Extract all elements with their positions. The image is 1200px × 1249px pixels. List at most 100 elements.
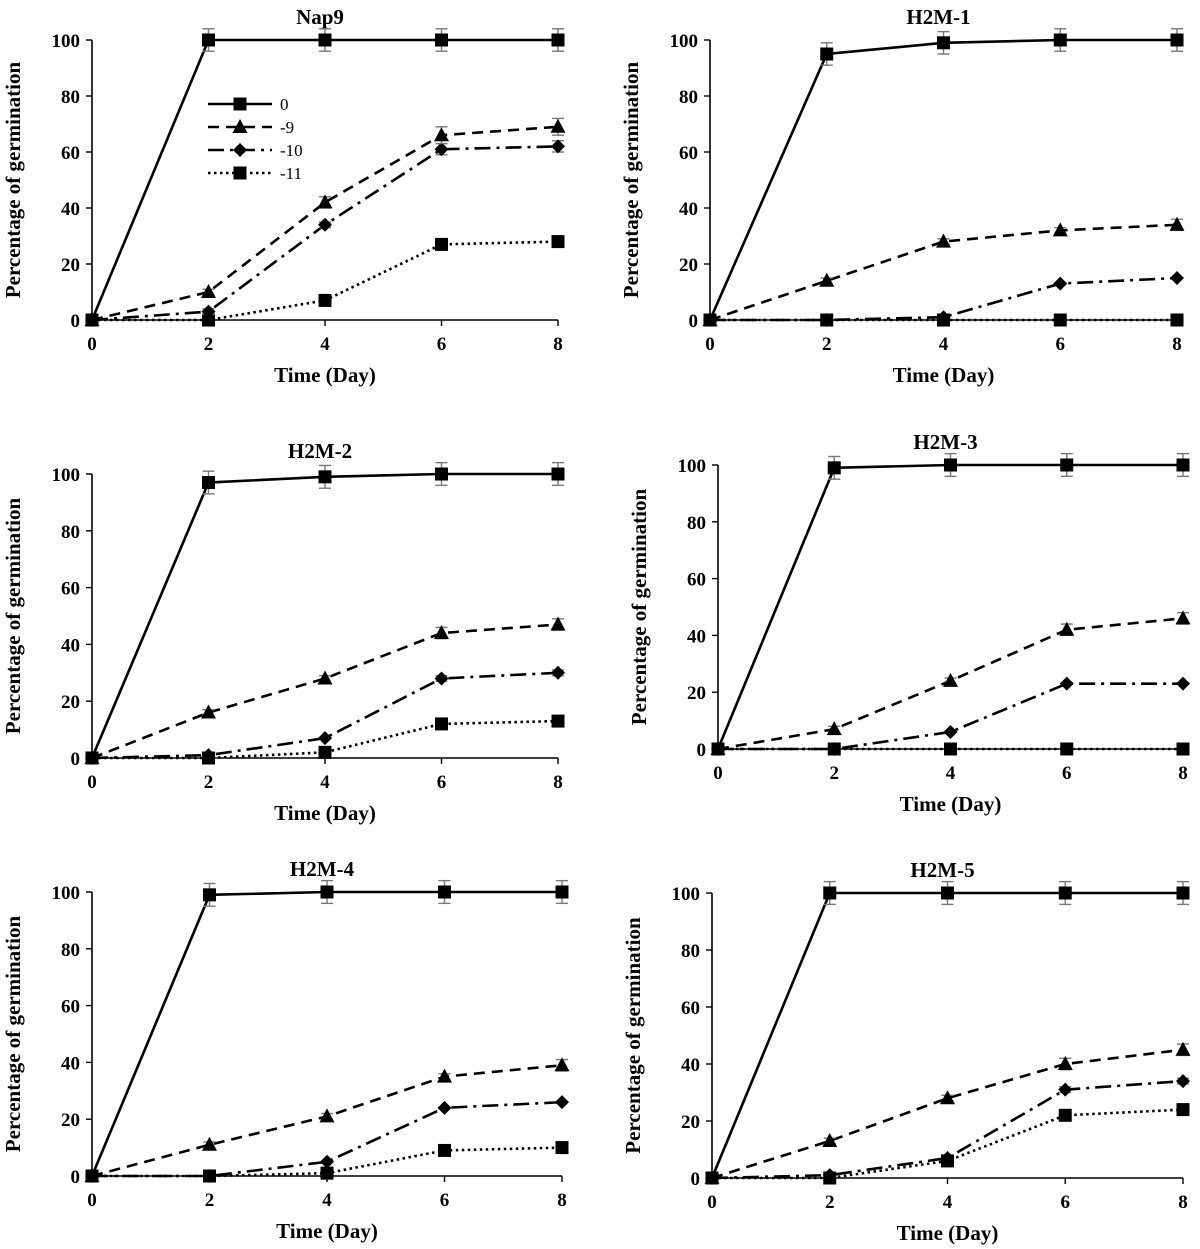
data-point (940, 1090, 955, 1105)
x-tick-label: 0 (707, 1192, 717, 1213)
legend-label: 0 (280, 95, 289, 114)
y-axis-label: Percentage of germination (619, 61, 643, 298)
data-point (438, 1143, 451, 1157)
data-point (827, 742, 842, 756)
series-1 (703, 28, 1184, 327)
y-tick-label: 100 (52, 31, 81, 52)
data-point (201, 304, 216, 319)
y-tick-label: 0 (689, 311, 699, 332)
chart-title: H2M-1 (906, 5, 970, 29)
data-point (1059, 621, 1075, 636)
series-line (91, 125, 559, 322)
y-tick-label: 60 (687, 570, 706, 591)
x-tick-label: 0 (705, 334, 715, 355)
y-tick-label: 40 (61, 1053, 80, 1074)
legend-label: -11 (280, 164, 302, 183)
data-point (317, 194, 333, 209)
x-tick-label: 2 (825, 1192, 835, 1213)
x-tick-label: 8 (1178, 763, 1188, 784)
series-line (711, 1079, 1184, 1180)
chart-title: H2M-2 (288, 439, 352, 463)
x-tick-label: 6 (440, 1190, 450, 1211)
y-axis-label: Percentage of germination (1, 915, 25, 1152)
x-tick-label: 6 (1056, 334, 1066, 355)
x-tick-label: 4 (943, 1192, 953, 1213)
data-point (943, 672, 958, 687)
x-tick-label: 2 (830, 763, 840, 784)
data-point (201, 748, 216, 763)
y-tick-label: 80 (679, 87, 698, 108)
data-point (320, 1154, 334, 1169)
series-1 (85, 461, 565, 765)
x-axis-label: Time (Day) (900, 792, 1002, 816)
data-point (1060, 742, 1074, 756)
x-tick-label: 6 (437, 772, 447, 793)
data-point (555, 1141, 569, 1155)
y-axis-label: Percentage of germination (621, 917, 645, 1154)
chart-panel: 0 20 40 60 80 100 0 2 4 6 8 H2M-1 Time (Day) Percenta… (619, 5, 1185, 387)
series-line (90, 472, 558, 759)
legend-marker (233, 97, 247, 111)
series-line (711, 1048, 1184, 1180)
data-point (203, 888, 216, 902)
data-point (822, 1168, 837, 1183)
data-point (1176, 458, 1190, 472)
y-tick-label: 80 (61, 87, 80, 108)
x-axis-label: Time (Day) (274, 363, 376, 387)
x-axis-label: Time (Day) (274, 801, 376, 825)
y-tick-label: 80 (681, 941, 700, 962)
data-point (936, 233, 951, 248)
legend-marker (233, 143, 247, 157)
data-point (823, 886, 837, 900)
data-point (434, 127, 449, 142)
data-point (944, 458, 957, 472)
chart-title: H2M-5 (910, 858, 974, 882)
data-point (1176, 886, 1190, 900)
legend: 0 -9 -10 -11 (208, 95, 303, 183)
x-axis-label: Time (Day) (897, 1221, 999, 1245)
chart-panel: 0 20 40 60 80 100 0 2 4 6 8 H2M-2 Time (Day) Percenta… (1, 439, 566, 825)
data-point (1053, 33, 1067, 47)
data-point (319, 1108, 335, 1123)
data-point (711, 742, 725, 756)
x-tick-label: 8 (1172, 334, 1182, 355)
y-tick-label: 0 (691, 1169, 701, 1190)
data-point (1176, 1074, 1190, 1089)
data-point (1057, 1056, 1073, 1070)
data-point (1058, 1082, 1073, 1097)
x-tick-label: 6 (1061, 1192, 1071, 1213)
y-axis-label: Percentage of germination (1, 61, 25, 298)
data-point (940, 1151, 955, 1166)
legend-marker (232, 119, 248, 133)
data-point (437, 1068, 452, 1083)
x-axis-label: Time (Day) (276, 1219, 378, 1243)
y-tick-label: 0 (71, 311, 81, 332)
data-point (85, 313, 99, 327)
chart-panel: 0 20 40 60 80 100 0 2 4 6 8 H2M-4 Time (Day) Percenta… (1, 857, 570, 1243)
series-1 (705, 880, 1190, 1185)
series-1 (85, 879, 569, 1183)
series-3 (703, 271, 1184, 327)
series-line (710, 891, 1183, 1179)
y-tick-label: 0 (697, 740, 707, 761)
data-point (941, 886, 954, 900)
data-point (705, 1171, 719, 1185)
data-point (1175, 610, 1191, 625)
data-point (201, 704, 216, 719)
data-point (822, 1132, 838, 1147)
series-2 (702, 216, 1185, 326)
x-tick-label: 0 (87, 1190, 97, 1211)
data-point (201, 284, 216, 298)
data-point (320, 1166, 334, 1180)
data-point (1176, 1103, 1190, 1117)
data-point (827, 461, 841, 475)
data-point (320, 885, 334, 899)
chart-panel: 0 20 40 60 80 100 0 2 4 6 8 H2M-5 Time (Day) Percenta… (621, 858, 1191, 1245)
data-point (202, 33, 215, 47)
data-point (1059, 676, 1074, 691)
x-tick-label: 4 (320, 772, 330, 793)
y-tick-label: 0 (71, 749, 81, 770)
data-point (318, 731, 332, 746)
data-point (937, 36, 950, 50)
x-tick-label: 6 (437, 334, 447, 355)
